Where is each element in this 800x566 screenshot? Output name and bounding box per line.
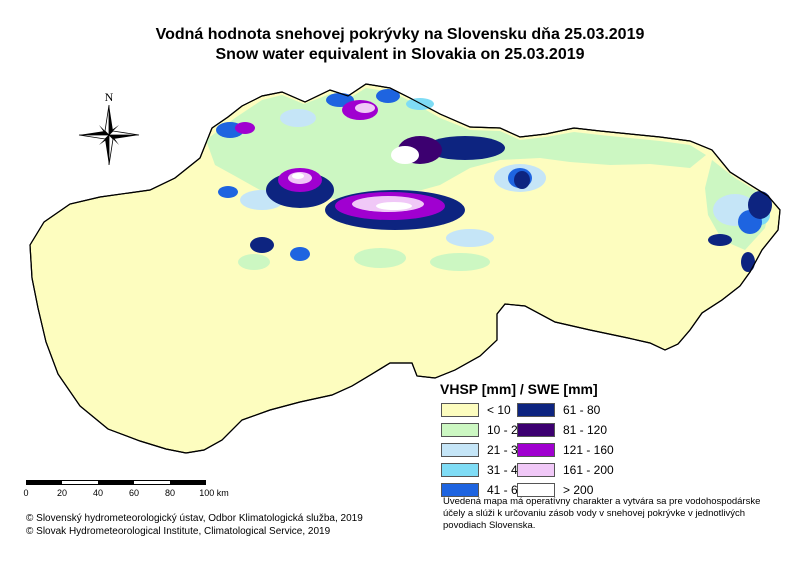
legend-label: 41 - 60 [487,483,525,497]
legend-swatch [517,463,555,477]
legend-swatch [441,483,479,497]
legend-label: > 200 [563,483,594,497]
legend-item: < 10 [441,402,511,418]
legend-label: 21 - 30 [487,443,525,457]
disclaimer-note: Uvedená mapa má operatívny charakter a v… [443,496,761,531]
scale-tick: 80 [164,488,176,498]
legend-swatch [517,443,555,457]
legend-swatch [441,403,479,417]
map-title-en: Snow water equivalent in Slovakia on 25.… [215,46,585,63]
legend-label: 161 - 200 [563,463,614,477]
legend-swatch [517,423,555,437]
legend-item: 41 - 60 [441,482,524,498]
swe-zone-over-200 [292,146,419,210]
legend-label: 31 - 40 [487,463,525,477]
legend-item: 121 - 160 [517,442,614,458]
north-arrow-icon: N [78,90,140,166]
legend-item: 61 - 80 [517,402,600,418]
credit-sk: © Slovenský hydrometeorologický ústav, O… [26,513,363,524]
legend-label: < 10 [487,403,511,417]
legend-item: 31 - 40 [441,462,524,478]
scale-tick: 0 [23,488,29,498]
north-label: N [105,90,114,104]
legend-label: 121 - 160 [563,443,614,457]
credit-en: © Slovak Hydrometeorological Institute, … [26,526,331,537]
legend-label: 10 - 20 [487,423,525,437]
scale-tick: 20 [56,488,68,498]
legend-item: 161 - 200 [517,462,614,478]
legend-swatch [441,423,479,437]
map-title-sk: Vodná hodnota snehovej pokrývky na Slove… [155,26,645,43]
legend-item: 21 - 30 [441,442,524,458]
legend-label: 61 - 80 [563,403,601,417]
legend-swatch [517,403,555,417]
scale-tick: 60 [128,488,140,498]
legend-item: > 200 [517,482,593,498]
legend-swatch [441,443,479,457]
legend-title: VHSP [mm] / SWE [mm] [440,381,598,397]
legend-swatch [517,483,555,497]
scale-tick: 100 km [199,488,229,498]
legend-item: 81 - 120 [517,422,607,438]
scale-bar: 0 20 40 60 80 100 km [23,480,229,508]
legend-swatch [441,463,479,477]
legend-item: 10 - 20 [441,422,524,438]
legend-label: 81 - 120 [563,423,608,437]
scale-tick: 40 [92,488,104,498]
